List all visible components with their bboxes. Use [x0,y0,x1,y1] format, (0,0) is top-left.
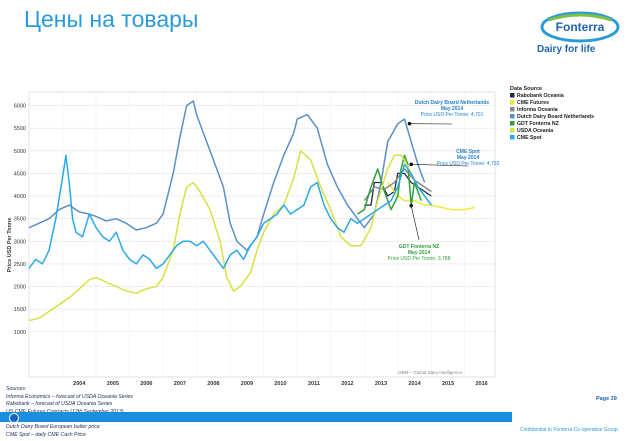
annotation-value: Price USD Per Tonne: 4,701 [421,112,484,118]
legend-swatch [510,128,515,133]
x-tick-label: 2013 [375,381,387,387]
x-tick-label: 2015 [442,381,454,387]
x-tick-label: 2005 [107,381,119,387]
source-line: CME Spot – daily CME Cash Price [6,431,86,438]
y-tick-label: 2000 [14,285,26,291]
page-number: Page 39 [596,396,617,402]
annotation-sub: May 2014 [441,106,463,112]
annotation-point [409,203,413,208]
annotation-sub: May 2014 [457,155,479,161]
annotation-sub: May 2014 [408,250,430,256]
y-tick-label: 3000 [14,239,26,245]
series-line-6 [28,154,432,270]
y-tick-label: 3500 [14,217,26,223]
x-tick-label: 2012 [341,381,353,387]
y-tick-label: 5000 [14,149,26,155]
annotation-point [409,162,413,167]
x-tick-label: 2011 [308,381,320,387]
logo-tagline: Dairy for life [537,44,596,55]
annotation-title: CME Spot [456,149,480,155]
source-line: US CME Futures Contracts (12th September… [6,409,180,417]
y-tick-label: 2500 [14,262,26,268]
y-tick-label: 4000 [14,194,26,200]
footer-bar [0,412,512,422]
legend-title: Data Source [510,86,542,92]
legend-label: Informa Oceania [517,107,558,113]
logo-text: Fonterra [556,20,605,34]
series-lines [28,100,476,322]
legend-swatch [510,135,515,140]
y-tick-label: 1000 [14,330,26,336]
series-line-1 [387,182,476,211]
series-line-2 [363,168,432,202]
annotation-title: Dutch Dairy Board Netherlands [415,100,489,106]
legend-swatch [510,121,515,126]
x-tick-label: 2008 [207,381,219,387]
x-tick-label: 2007 [174,381,186,387]
legend-swatch [510,107,515,112]
sources-heading: Sources: [6,386,27,392]
legend-swatch [510,114,515,119]
annotation-title: GDT Fonterra NZ [399,244,439,250]
x-tick-label: 2010 [274,381,286,387]
y-tick-label: 4500 [14,171,26,177]
x-tick-labels: 2004 2005 2006 2007 2008 2009 2010 2011 2012 2013… [73,381,488,387]
chart-watermark: DBM – Global Dairy Intelligence [398,370,462,375]
annotation-point [407,121,412,126]
source-line: Dutch Dairy Board European butter price [6,423,100,430]
y-axis-label: Price USD Per Tonne [7,218,13,273]
legend-swatch [510,100,515,105]
series-line-5 [28,150,426,322]
legend-label: CME Spot [517,135,542,141]
legend-label: USDA Oceania [517,128,553,134]
footer-circle [9,413,19,423]
annotation-value: Price USD Per Tonne: 3,788 [388,256,451,262]
source-line: Rabobank – forecast of USDA Oceania Seri… [6,401,113,408]
y-tick-label: 1500 [14,307,26,313]
x-tick-label: 2016 [475,381,487,387]
annotation-leader [410,205,420,241]
x-tick-label: 2014 [408,381,421,387]
x-tick-label: 2006 [140,381,152,387]
y-tick-label: 6000 [14,104,26,110]
x-tick-label: 2009 [241,381,253,387]
legend-label: GDT Fonterra NZ [517,121,560,127]
y-tick-label: 5500 [14,126,26,132]
annotation-leader [411,163,469,167]
fonterra-logo: Fonterra [540,11,620,43]
series-line-3 [28,100,426,252]
legend-label: Rabobank Oceania [517,93,564,99]
legend-label: Dutch Dairy Board Netherlands [517,114,594,120]
y-tick-labels: 1000 1500 2000 2500 3000 3500 4000 4500 5000 5500… [14,104,26,336]
annotation-value: Price USD Per Tonne: 4,702 [437,161,500,167]
slide-title: Цены на товары [24,6,199,32]
source-line: Informa Economics – forecast of USDA Oce… [6,393,133,400]
x-tick-label: 2004 [73,381,86,387]
legend-swatch [510,93,515,98]
plot-area [28,91,496,378]
confidential-note: Confidential to Fonterra Co-operative Gr… [520,427,619,433]
chart-grid [28,91,496,378]
legend-label: CME Futures [517,100,549,106]
